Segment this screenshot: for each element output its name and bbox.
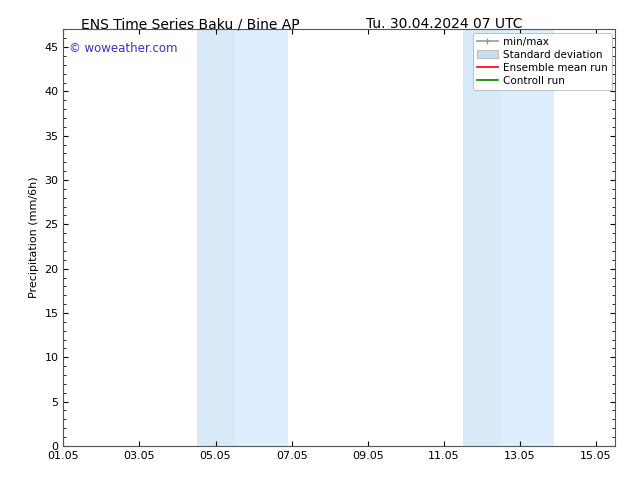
Text: ENS Time Series Baku / Bine AP: ENS Time Series Baku / Bine AP bbox=[81, 17, 299, 31]
Text: © woweather.com: © woweather.com bbox=[69, 42, 178, 55]
Bar bbox=[501, 29, 554, 446]
Y-axis label: Precipitation (mm/6h): Precipitation (mm/6h) bbox=[29, 177, 39, 298]
Bar bbox=[197, 29, 235, 446]
Bar bbox=[463, 29, 501, 446]
Text: Tu. 30.04.2024 07 UTC: Tu. 30.04.2024 07 UTC bbox=[366, 17, 522, 31]
Legend: min/max, Standard deviation, Ensemble mean run, Controll run: min/max, Standard deviation, Ensemble me… bbox=[473, 32, 612, 90]
Bar bbox=[235, 29, 288, 446]
